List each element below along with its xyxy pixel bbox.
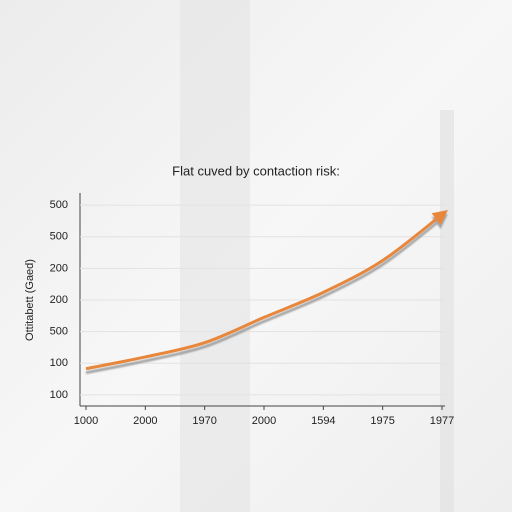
shadow bbox=[440, 110, 454, 512]
y-tick-label: 100 bbox=[50, 389, 68, 401]
x-tick-label: 2000 bbox=[252, 415, 276, 427]
x-tick-label: 1977 bbox=[430, 415, 454, 427]
x-tick-label: 2000 bbox=[133, 415, 157, 427]
line bbox=[85, 209, 448, 371]
y-tick-label: 200 bbox=[50, 294, 68, 306]
x-tick-label: 1970 bbox=[192, 415, 216, 427]
y-axis-label: Ottitabett (Gaed) bbox=[24, 259, 36, 341]
shadow bbox=[180, 0, 250, 512]
chart-title: Flat cuved by contaction risk: bbox=[172, 163, 340, 178]
y-tick-label: 500 bbox=[50, 199, 68, 211]
y-tick-label: 500 bbox=[50, 326, 68, 338]
y-tick-label: 100 bbox=[50, 357, 68, 369]
y-tick-label: 500 bbox=[50, 231, 68, 243]
x-tick-label: 1594 bbox=[311, 415, 335, 427]
x-tick-label: 1000 bbox=[74, 415, 98, 427]
x-tick-label: 1975 bbox=[370, 415, 394, 427]
y-tick-label: 200 bbox=[50, 262, 68, 274]
